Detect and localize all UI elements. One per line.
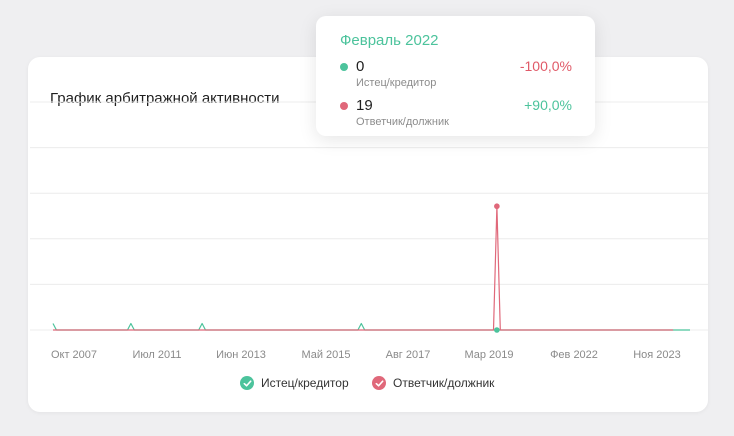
check-icon <box>372 376 386 390</box>
x-tick-label: Авг 2017 <box>386 349 431 361</box>
series-lines <box>52 205 690 331</box>
check-icon <box>240 376 254 390</box>
tooltip-defendant-label: Ответчик/должник <box>356 116 449 128</box>
highlight-point-plaintiff <box>494 327 500 333</box>
x-tick-label: Мар 2019 <box>464 349 513 361</box>
x-tick-label: Фев 2022 <box>550 349 598 361</box>
plaintiff-dot-icon <box>340 63 348 71</box>
series-line-defendant <box>53 205 674 331</box>
legend-item-defendant[interactable]: Ответчик/должник <box>372 376 494 390</box>
legend-label-plaintiff: Истец/кредитор <box>261 376 349 390</box>
legend-label-defendant: Ответчик/должник <box>393 376 495 390</box>
tooltip-title: Февраль 2022 <box>340 32 439 49</box>
hover-tooltip: Февраль 2022 0 Истец/кредитор -100,0% 19… <box>316 16 595 136</box>
tooltip-plaintiff-change: -100,0% <box>519 58 572 74</box>
x-axis-ticks: Окт 2007 Июл 2011 Июн 2013 Май 2015 Авг 2017… <box>51 349 681 361</box>
chart-title: График арбитражной активности <box>50 90 280 107</box>
highlight-markers <box>494 203 500 333</box>
legend-item-plaintiff[interactable]: Истец/кредитор <box>240 376 349 390</box>
x-tick-label: Июн 2013 <box>216 349 266 361</box>
defendant-dot-icon <box>340 102 348 110</box>
tooltip-plaintiff-value: 0 <box>356 58 365 75</box>
x-tick-label: Ноя 2023 <box>633 349 681 361</box>
tooltip-defendant-change: +90,0% <box>524 97 572 113</box>
x-tick-label: Май 2015 <box>301 349 350 361</box>
tooltip-plaintiff-label: Истец/кредитор <box>356 77 437 89</box>
series-line-plaintiff <box>52 322 690 331</box>
x-tick-label: Окт 2007 <box>51 349 97 361</box>
legend: Истец/кредитор Ответчик/должник <box>0 376 734 394</box>
x-tick-label: Июл 2011 <box>132 349 181 361</box>
highlight-point-defendant <box>494 203 500 210</box>
tooltip-defendant-value: 19 <box>356 97 373 114</box>
grid-lines <box>30 101 708 331</box>
